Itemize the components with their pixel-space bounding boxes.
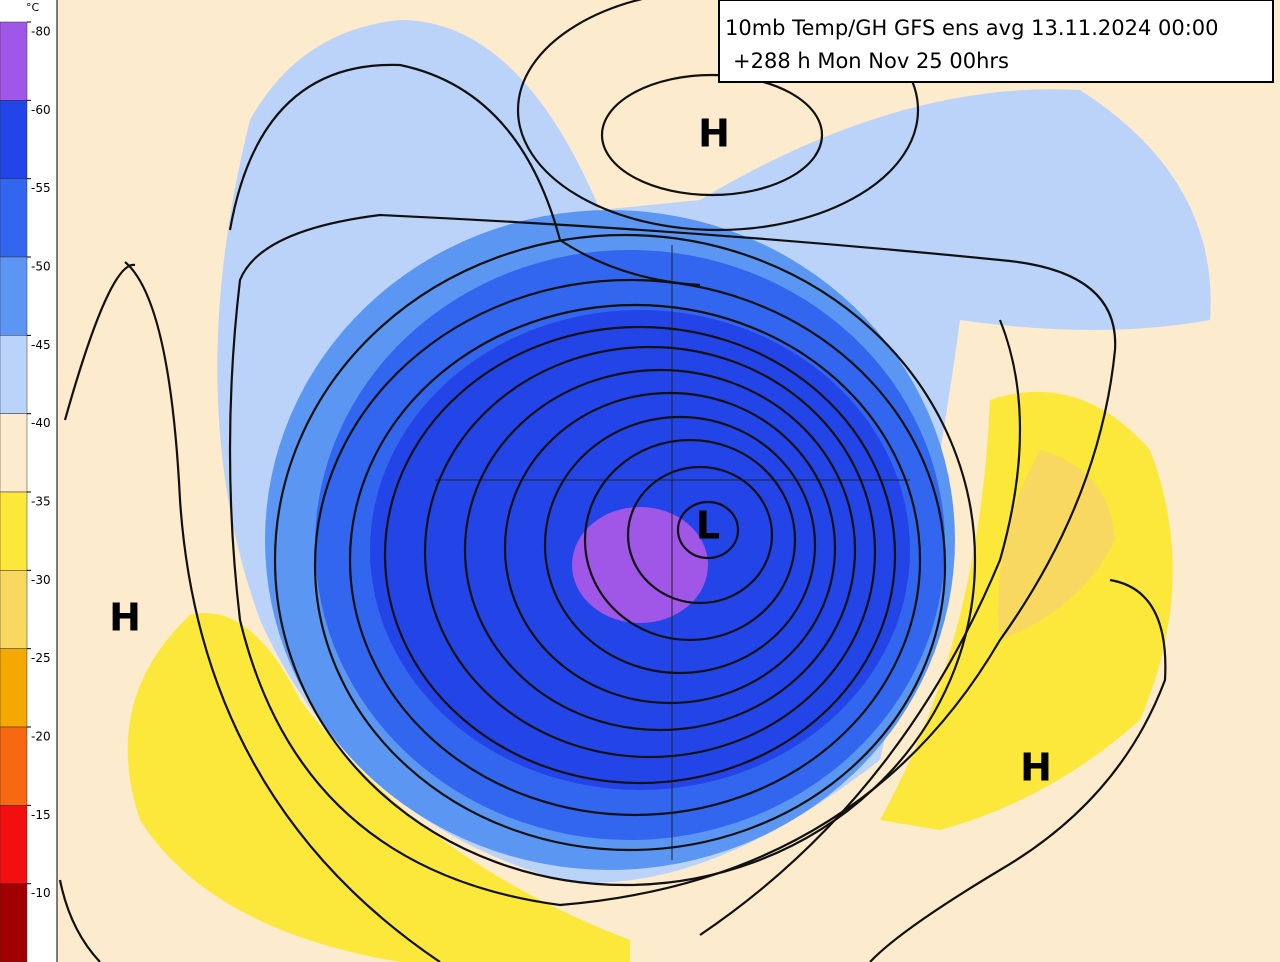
pressure-label: H xyxy=(109,596,141,640)
contour xyxy=(228,63,701,287)
contour xyxy=(543,415,817,675)
legend-swatch xyxy=(0,335,28,414)
pressure-label: L xyxy=(696,504,720,548)
contour xyxy=(516,0,920,232)
legend-swatch xyxy=(0,413,28,493)
legend-swatch xyxy=(0,100,28,179)
contour xyxy=(699,319,1022,936)
legend-swatch xyxy=(0,256,28,336)
pressure-label: H xyxy=(698,112,730,156)
legend-label: -15 xyxy=(31,808,51,822)
legend-swatch xyxy=(0,883,28,962)
legend-swatch xyxy=(0,491,28,571)
legend-label: -55 xyxy=(31,181,51,195)
legend: °C -80 -60 -55 -50 -45 -40 -35 -30 -25 -20 -15 -10 xyxy=(0,0,58,962)
legend-unit: °C xyxy=(26,1,40,14)
legend-swatch xyxy=(0,726,28,806)
legend-swatch xyxy=(0,648,28,728)
contour xyxy=(124,261,441,962)
contour xyxy=(273,233,977,887)
map: H H H L xyxy=(57,0,1280,962)
title: 10mb Temp/GH GFS ens avg 13.11.2024 00:0… xyxy=(725,16,1219,40)
contour xyxy=(583,438,797,642)
legend-label: -10 xyxy=(31,886,51,900)
contour xyxy=(383,325,897,785)
legend-label: -45 xyxy=(31,338,51,352)
legend-swatch xyxy=(0,21,28,101)
contour xyxy=(228,213,1117,907)
legend-label: -60 xyxy=(31,103,51,117)
legend-label: -20 xyxy=(31,730,51,744)
legend-swatch xyxy=(0,570,28,649)
legend-swatch xyxy=(0,805,28,884)
temp-band xyxy=(572,507,708,623)
title-frame xyxy=(718,0,1274,83)
legend-label: -30 xyxy=(31,573,51,587)
contours xyxy=(58,0,1167,962)
legend-label: -35 xyxy=(31,495,51,509)
contour xyxy=(600,73,824,197)
contour xyxy=(313,278,947,852)
legend-label: -25 xyxy=(31,651,51,665)
legend-swatch xyxy=(0,178,28,258)
legend-label: -80 xyxy=(31,25,51,39)
contour xyxy=(348,303,922,817)
contour xyxy=(869,578,1167,962)
subtitle: +288 h Mon Nov 25 00hrs xyxy=(733,49,1009,73)
contour xyxy=(626,465,774,605)
legend-label: -50 xyxy=(31,260,51,274)
contour xyxy=(423,345,877,759)
pressure-label: H xyxy=(1020,746,1052,790)
title-box: 10mb Temp/GH GFS ens avg 13.11.2024 00:0… xyxy=(718,0,1274,83)
contour xyxy=(58,263,136,962)
legend-label: -40 xyxy=(31,416,51,430)
contour xyxy=(463,368,857,732)
contour xyxy=(676,500,740,560)
contour xyxy=(503,391,837,705)
temp-band xyxy=(127,613,630,962)
